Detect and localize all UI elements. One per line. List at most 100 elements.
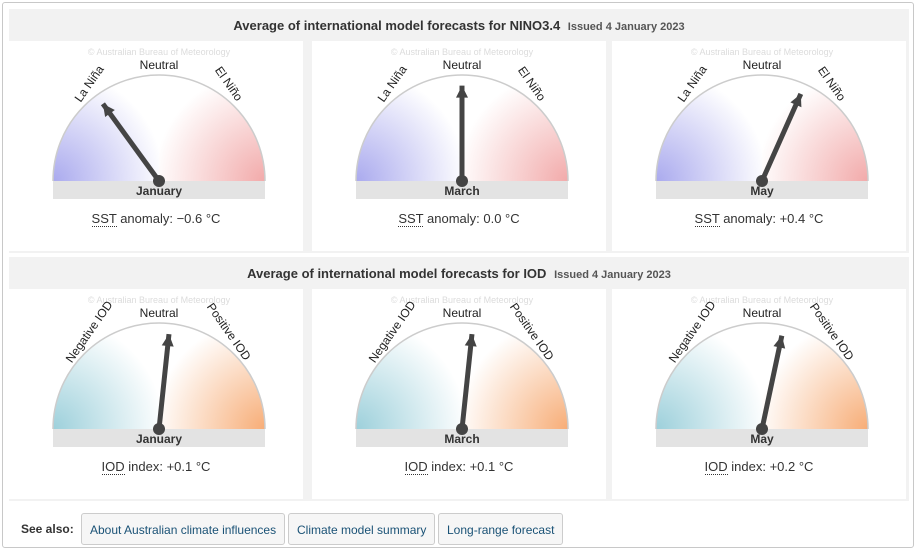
- caption-value: +0.2 °C: [769, 459, 814, 474]
- gauge-needle: [459, 333, 475, 430]
- caption-abbreviation: IOD: [101, 459, 125, 475]
- nino-gauge-panel-may: © Australian Bureau of Meteorology May Neu…: [612, 41, 906, 251]
- gauge-arc: [655, 322, 869, 430]
- gauge-caption: IOD index: +0.2 °C: [612, 459, 906, 475]
- gauge-right-half: [159, 323, 265, 429]
- caption-abbreviation: SST: [398, 211, 424, 227]
- gauge-needle-tip: [773, 335, 786, 349]
- gauge-month-label: May: [750, 432, 774, 446]
- gauge-caption: SST anomaly: +0.4 °C: [612, 211, 906, 227]
- iod-gauge-panel-may: © Australian Bureau of Meteorology May Neu…: [612, 289, 906, 499]
- gauge-base: [356, 181, 568, 199]
- gauge-needle-tip: [464, 334, 477, 347]
- iod-gauge-march: © Australian Bureau of Meteorology March N…: [355, 295, 569, 447]
- watermark-logo: © Australian Bureau of Meteorology: [691, 295, 834, 305]
- caption-abbreviation: IOD: [404, 459, 428, 475]
- nino-gauge-january: © Australian Bureau of Meteorology Januar…: [52, 47, 266, 199]
- gauge-left-half: [656, 323, 762, 429]
- gauge-neutral-label: Neutral: [443, 306, 482, 320]
- iod-gauge-panel-january: © Australian Bureau of Meteorology Januar…: [9, 289, 303, 499]
- iod-title: Average of international model forecasts…: [247, 266, 547, 281]
- gauge-arc: [655, 74, 869, 182]
- nino-gauge-panel-march: © Australian Bureau of Meteorology March N…: [312, 41, 606, 251]
- gauge-needle-pivot: [756, 175, 768, 187]
- gauge-needle: [100, 102, 162, 183]
- gauge-needle: [156, 333, 172, 430]
- gauge-left-half: [53, 75, 159, 181]
- caption-value: −0.6 °C: [176, 211, 221, 226]
- caption-text: anomaly:: [423, 211, 484, 226]
- gauge-neutral-label: Neutral: [743, 306, 782, 320]
- about-climate-influences-link[interactable]: About Australian climate influences: [81, 513, 286, 545]
- gauge-arc: [52, 322, 266, 430]
- nino-gauge-march: © Australian Bureau of Meteorology March N…: [355, 47, 569, 199]
- gauge-needle: [759, 335, 785, 430]
- gauge-needle-pivot: [153, 175, 165, 187]
- iod-section: Average of international model forecasts…: [9, 257, 909, 501]
- nino-section-title: Average of international model forecasts…: [9, 18, 909, 33]
- gauge-left-half: [356, 75, 462, 181]
- climate-model-summary-link[interactable]: Climate model summary: [288, 513, 436, 545]
- gauge-caption: SST anomaly: 0.0 °C: [312, 211, 606, 227]
- gauge-month-label: January: [136, 432, 182, 446]
- gauge-needle-pivot: [456, 423, 468, 435]
- gauge-month-label: March: [444, 184, 479, 198]
- gauge-needle-pivot: [456, 175, 468, 187]
- gauge-month-label: May: [750, 184, 774, 198]
- gauge-needle-pivot: [756, 423, 768, 435]
- gauge-arc: [52, 74, 266, 182]
- gauge-neutral-label: Neutral: [140, 58, 179, 72]
- caption-value: +0.1 °C: [469, 459, 514, 474]
- gauge-needle-tip: [102, 103, 115, 118]
- gauge-needle-pivot: [153, 423, 165, 435]
- watermark-logo: © Australian Bureau of Meteorology: [391, 47, 534, 57]
- gauge-month-label: January: [136, 184, 182, 198]
- nino-gauge-may: © Australian Bureau of Meteorology May Neu…: [655, 47, 869, 199]
- iod-gauge-may: © Australian Bureau of Meteorology May Neu…: [655, 295, 869, 447]
- gauge-right-half: [762, 75, 868, 181]
- caption-text: anomaly:: [116, 211, 177, 226]
- gauge-caption: IOD index: +0.1 °C: [312, 459, 606, 475]
- gauge-base: [356, 429, 568, 447]
- nino-gauge-panel-january: © Australian Bureau of Meteorology Januar…: [9, 41, 303, 251]
- gauge-neutral-label: Neutral: [743, 58, 782, 72]
- caption-value: 0.0 °C: [483, 211, 520, 226]
- gauge-right-half: [462, 323, 568, 429]
- gauge-base: [53, 181, 265, 199]
- gauge-right-half: [762, 323, 868, 429]
- caption-value: +0.1 °C: [166, 459, 211, 474]
- caption-abbreviation: SST: [694, 211, 720, 227]
- iod-gauge-panel-march: © Australian Bureau of Meteorology March N…: [312, 289, 606, 499]
- watermark-logo: © Australian Bureau of Meteorology: [391, 295, 534, 305]
- gauge-arc: [355, 74, 569, 182]
- nino-title: Average of international model forecasts…: [233, 18, 561, 33]
- gauge-needle-tip: [456, 85, 468, 98]
- caption-abbreviation: IOD: [704, 459, 728, 475]
- caption-text: index:: [427, 459, 470, 474]
- caption-text: index:: [124, 459, 167, 474]
- gauge-right-half: [462, 75, 568, 181]
- gauge-caption: SST anomaly: −0.6 °C: [9, 211, 303, 227]
- caption-abbreviation: SST: [91, 211, 117, 227]
- gauge-arc: [355, 322, 569, 430]
- gauge-needle-tip: [161, 334, 174, 347]
- gauge-left-half: [53, 323, 159, 429]
- long-range-forecast-link[interactable]: Long-range forecast: [438, 513, 564, 545]
- gauge-neutral-label: Neutral: [140, 306, 179, 320]
- gauge-month-label: March: [444, 432, 479, 446]
- iod-issued-date: Issued 4 January 2023: [554, 269, 671, 281]
- gauge-needle-tip: [790, 93, 802, 108]
- nino-issued-date: Issued 4 January 2023: [567, 21, 685, 33]
- gauge-needle: [759, 92, 804, 183]
- watermark-logo: © Australian Bureau of Meteorology: [691, 47, 834, 57]
- gauge-left-half: [356, 323, 462, 429]
- gauge-base: [53, 429, 265, 447]
- see-also-label: See also:: [21, 522, 74, 536]
- caption-text: index:: [727, 459, 770, 474]
- gauge-neutral-label: Neutral: [443, 58, 482, 72]
- gauge-base: [656, 181, 868, 199]
- watermark-logo: © Australian Bureau of Meteorology: [88, 295, 231, 305]
- watermark-logo: © Australian Bureau of Meteorology: [88, 47, 231, 57]
- gauge-caption: IOD index: +0.1 °C: [9, 459, 303, 475]
